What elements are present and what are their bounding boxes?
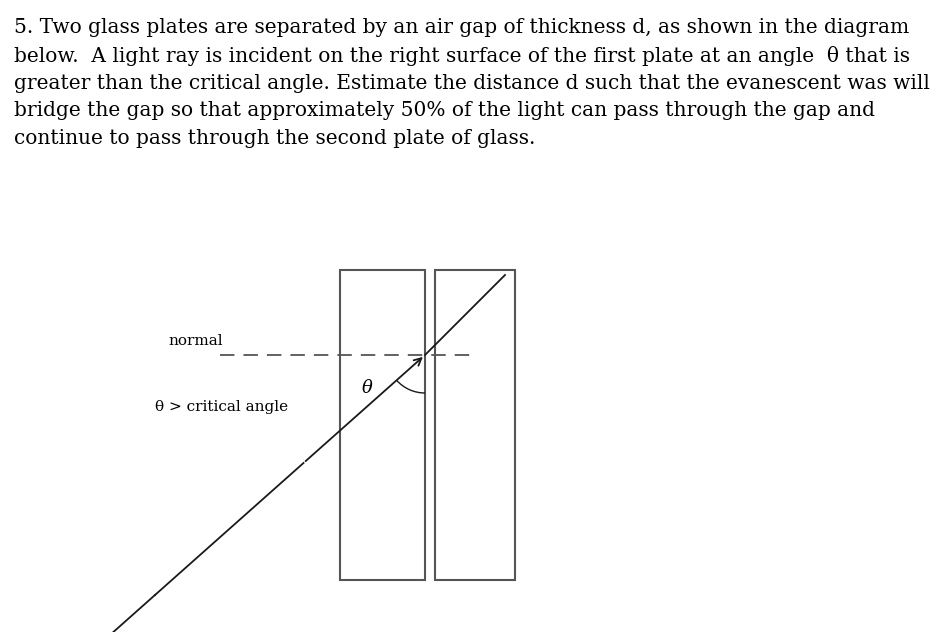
Text: θ: θ xyxy=(361,379,373,397)
Text: θ > critical angle: θ > critical angle xyxy=(155,400,288,414)
Bar xyxy=(435,270,515,580)
Bar xyxy=(340,270,425,580)
Text: normal: normal xyxy=(168,334,223,348)
Text: 5. Two glass plates are separated by an air gap of thickness d, as shown in the : 5. Two glass plates are separated by an … xyxy=(14,18,930,147)
